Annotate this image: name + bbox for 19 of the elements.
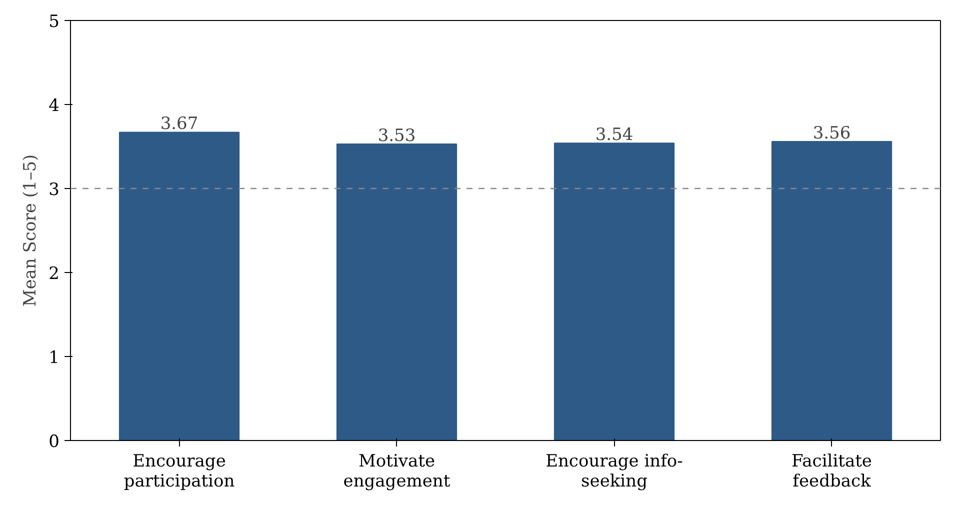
y-tick-label: 2 bbox=[48, 264, 60, 284]
y-axis-title: Mean Score (1–5) bbox=[20, 154, 41, 307]
x-tick-label: Encourage participation bbox=[124, 452, 235, 492]
data-label: 3.54 bbox=[595, 125, 634, 146]
bar bbox=[554, 142, 675, 440]
data-label: 3.67 bbox=[160, 114, 198, 134]
y-tick-label: 0 bbox=[48, 432, 60, 452]
bar bbox=[771, 140, 892, 440]
x-tick-label: Facilitate feedback bbox=[792, 452, 872, 492]
x-tick-label: Encourage info- seeking bbox=[546, 452, 683, 492]
y-tick-label: 1 bbox=[48, 348, 60, 368]
bar bbox=[336, 143, 458, 440]
y-tick-label: 5 bbox=[48, 12, 60, 32]
bar bbox=[118, 132, 240, 440]
y-tick-label: 3 bbox=[48, 180, 60, 200]
data-label: 3.56 bbox=[812, 123, 851, 144]
data-label: 3.53 bbox=[378, 126, 416, 146]
y-tick-label: 4 bbox=[48, 96, 60, 116]
x-tick-label: Motivate engagement bbox=[343, 452, 450, 492]
